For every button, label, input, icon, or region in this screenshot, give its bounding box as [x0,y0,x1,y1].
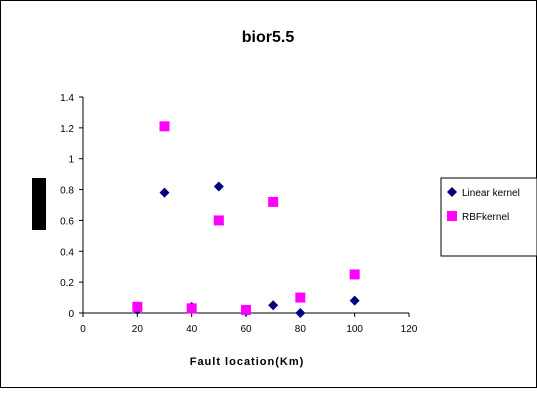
y-tick-label: 1 [68,155,74,166]
rbf-kernel-point [132,301,143,312]
x-tick-label: 60 [240,324,252,335]
y-tick-label: 1.4 [60,93,74,104]
x-tick-label: 100 [346,324,363,335]
y-axis-ticks: 0 0.2 0.4 0.6 0.8 1 1.2 1.4 [60,93,83,320]
linear-kernel-point [213,181,224,192]
y-axis-label-block [32,178,46,230]
y-tick-label: 0.6 [60,216,74,227]
legend-marker-linear [447,187,457,197]
rbf-kernel-point [295,292,306,303]
x-tick-label: 120 [401,324,418,335]
legend-label-linear: Linear kernel [462,188,520,199]
rbf-kernel-point [159,121,170,132]
y-tick-label: 0.2 [60,278,74,289]
legend-marker-rbf [447,211,457,221]
x-tick-label: 20 [132,324,144,335]
rbf-kernel-point [349,269,360,280]
legend-label-rbf: RBFkernel [462,212,509,223]
legend: Linear kernel RBFkernel [440,177,537,257]
y-tick-label: 0.8 [60,186,74,197]
linear-kernel-point [349,295,360,306]
rbf-kernel-point [241,304,251,315]
data-markers [132,121,360,318]
x-tick-label: 40 [186,324,198,335]
x-axis-label: Fault location(Km) [190,356,305,368]
y-tick-label: 0.4 [60,247,74,258]
linear-kernel-point [295,308,306,318]
linear-kernel-point [159,187,170,198]
rbf-kernel-point [186,303,197,314]
chart-title: bior5.5 [242,29,295,46]
rbf-kernel-point [213,215,224,226]
x-tick-label: 80 [295,324,307,335]
x-tick-label: 0 [80,324,86,335]
y-tick-label: 0 [68,309,74,320]
y-tick-label: 1.2 [60,124,74,135]
rbf-kernel-point [268,196,279,207]
linear-kernel-point [268,300,279,311]
